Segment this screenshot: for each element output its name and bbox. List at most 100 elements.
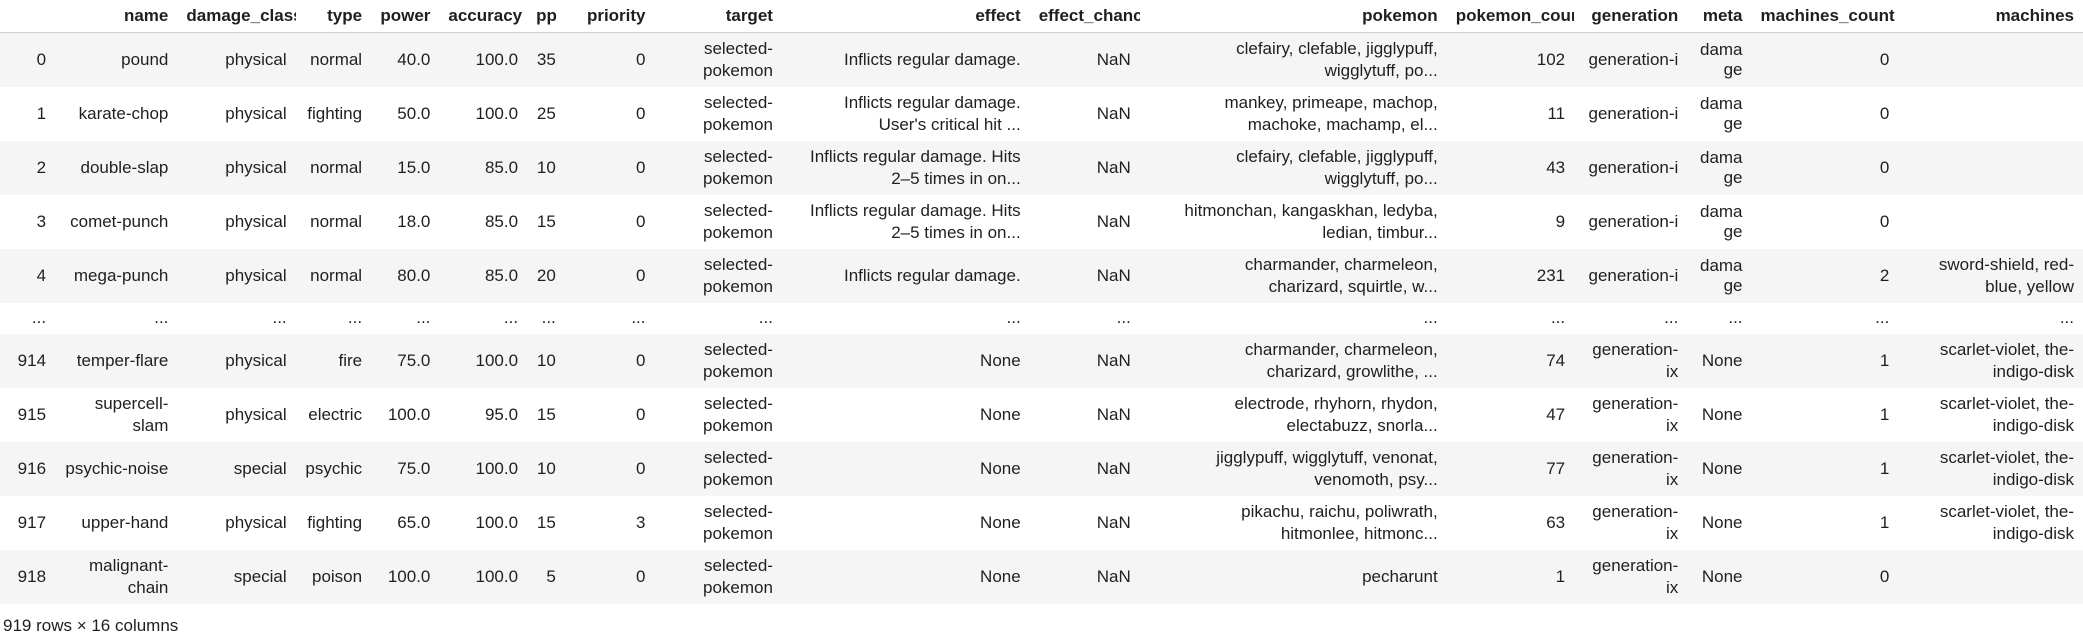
table-cell-power: 100.0: [387, 566, 431, 586]
table-cell-pokemon-count: 43: [1546, 157, 1566, 177]
table-row: 916 psychic-noise special psychic 75.0 100.0 1…: [0, 441, 2083, 496]
column-header-meta: meta: [1687, 0, 1752, 33]
table-cell-target: ...: [758, 308, 773, 327]
table-cell-machines-count: 1: [1879, 512, 1890, 532]
table-cell-meta: None: [1701, 512, 1743, 532]
row-index: 918: [17, 566, 47, 586]
table-cell-machines: scarlet-violet, the-indigo-disk: [1939, 339, 2074, 381]
table-cell-type: ...: [347, 308, 363, 327]
table-row: 1 karate-chop physical fighting 50.0 100.0 25 0…: [0, 86, 2083, 141]
index-header: [0, 0, 56, 33]
table-cell-damage-class: special: [233, 566, 287, 586]
column-header-generation: generation: [1574, 0, 1688, 33]
table-cell-meta: damage: [1699, 201, 1743, 241]
table-cell-pokemon: pikachu, raichu, poliwrath, hitmonlee, hi…: [1241, 501, 1438, 543]
table-cell-pokemon: hitmonchan, kangaskhan, ledyba, ledian, t…: [1184, 200, 1438, 242]
table-cell-generation: generation-ix: [1592, 555, 1679, 597]
column-header-power: power: [371, 0, 440, 33]
table-cell-pokemon: clefairy, clefable, jigglypuff, wigglytuf…: [1236, 146, 1438, 188]
table-cell-target: selected-pokemon: [703, 339, 773, 381]
table-cell-accuracy: 100.0: [475, 103, 519, 123]
table-cell-generation: generation-i: [1588, 157, 1679, 177]
row-index: 914: [17, 350, 47, 370]
table-cell-effect-chance: NaN: [1096, 103, 1131, 123]
table-cell-power: ...: [416, 308, 431, 327]
table-cell-pp: 10: [536, 157, 556, 177]
table-cell-generation: generation-ix: [1592, 393, 1679, 435]
table-cell-damage-class: special: [233, 458, 287, 478]
table-cell-generation: generation-ix: [1592, 501, 1679, 543]
table-cell-effect: None: [980, 404, 1021, 424]
table-cell-name: mega-punch: [73, 265, 169, 285]
table-cell-machines: [1898, 141, 2083, 195]
column-header-damage-class: damage_class: [177, 0, 296, 33]
table-cell-generation: ...: [1664, 308, 1679, 327]
table-cell-effect: Inflicts regular damage. User's critical …: [843, 92, 1021, 134]
table-cell-generation: generation-i: [1588, 49, 1679, 69]
table-cell-damage-class: physical: [225, 49, 287, 69]
table-cell-type: fighting: [307, 512, 363, 532]
table-cell-power: 75.0: [397, 350, 431, 370]
table-cell-priority: 0: [636, 404, 646, 424]
table-cell-effect: Inflicts regular damage.: [843, 49, 1021, 69]
table-cell-name: karate-chop: [78, 103, 169, 123]
table-cell-power: 100.0: [387, 404, 431, 424]
table-cell-meta: damage: [1699, 39, 1743, 79]
table-cell-damage-class: ...: [272, 308, 287, 327]
table-cell-name: malignant-chain: [89, 555, 169, 597]
table-cell-type: fighting: [307, 103, 363, 123]
column-header-pp: pp: [527, 0, 565, 33]
table-cell-pokemon-count: 63: [1546, 512, 1566, 532]
table-cell-effect: Inflicts regular damage.: [843, 265, 1021, 285]
table-cell-priority: 0: [636, 458, 646, 478]
table-cell-machines: [1898, 550, 2083, 604]
table-cell-generation: generation-ix: [1592, 339, 1679, 381]
table-cell-pokemon-count: 9: [1555, 211, 1566, 231]
table-cell-priority: 0: [636, 566, 646, 586]
table-cell-effect-chance: NaN: [1096, 350, 1131, 370]
table-cell-type: electric: [308, 404, 363, 424]
table-cell-type: fire: [338, 350, 363, 370]
table-cell-machines: ...: [2059, 308, 2074, 327]
row-index: 916: [17, 458, 47, 478]
shape-note: 919 rows × 16 columns: [3, 616, 179, 635]
table-cell-machines: [1898, 33, 2083, 87]
table-cell-pokemon: ...: [1423, 308, 1438, 327]
table-cell-pokemon-count: 231: [1536, 265, 1566, 285]
column-header-pokemon: pokemon: [1139, 0, 1447, 33]
table-row: 2 double-slap physical normal 15.0 85.0 10 0 sel…: [0, 140, 2083, 195]
table-cell-effect: None: [980, 512, 1021, 532]
column-header-effect-chance: effect_chance: [1029, 0, 1140, 33]
table-cell-target: selected-pokemon: [703, 38, 773, 80]
table-cell-pp: 25: [536, 103, 556, 123]
column-header-name: name: [55, 0, 178, 33]
table-cell-type: normal: [310, 157, 363, 177]
table-cell-power: 80.0: [397, 265, 431, 285]
table-cell-accuracy: 85.0: [484, 211, 519, 231]
table-cell-name: ...: [154, 308, 169, 327]
table-cell-damage-class: physical: [225, 157, 287, 177]
table-cell-effect-chance: NaN: [1096, 49, 1131, 69]
table-cell-generation: generation-i: [1588, 103, 1679, 123]
row-index: 3: [36, 211, 47, 231]
column-header-type: type: [295, 0, 372, 33]
ellipsis-row: ........................................…: [0, 302, 2083, 334]
table-cell-effect-chance: NaN: [1096, 512, 1131, 532]
table-cell-effect: ...: [1006, 308, 1021, 327]
table-cell-accuracy: 85.0: [484, 157, 519, 177]
table-cell-effect-chance: NaN: [1096, 211, 1131, 231]
row-index: ...: [31, 308, 47, 327]
table-cell-accuracy: ...: [503, 308, 519, 327]
column-header-machines: machines: [1898, 0, 2083, 33]
row-index: 2: [36, 157, 47, 177]
table-cell-priority: 0: [636, 350, 646, 370]
table-cell-pokemon: pecharunt: [1362, 566, 1438, 586]
column-header-pokemon-count: pokemon_count: [1446, 0, 1575, 33]
table-cell-priority: 0: [636, 157, 646, 177]
table-cell-effect-chance: NaN: [1096, 566, 1131, 586]
column-header-effect: effect: [781, 0, 1030, 33]
table-cell-pokemon: clefairy, clefable, jigglypuff, wigglytuf…: [1236, 38, 1438, 80]
table-cell-effect: None: [980, 458, 1021, 478]
table-cell-machines-count: 0: [1879, 157, 1890, 177]
table-cell-meta: None: [1701, 350, 1743, 370]
